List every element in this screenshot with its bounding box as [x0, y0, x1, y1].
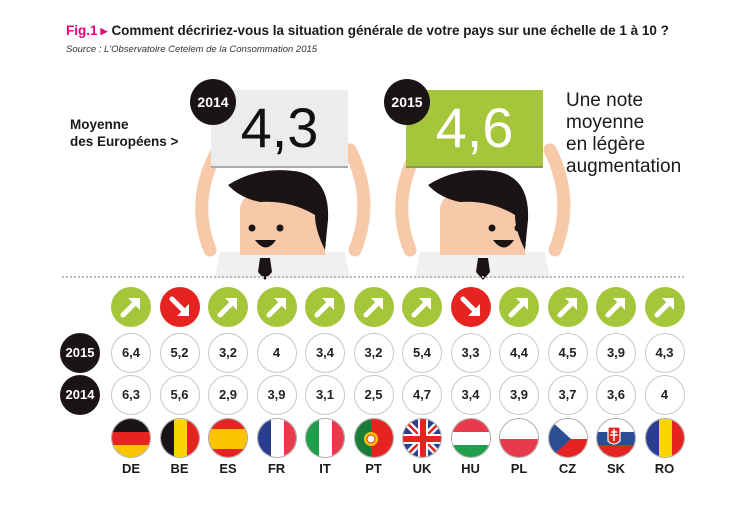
- value-2014-cz: 3,7: [547, 375, 588, 415]
- trend-up-arrow-icon: [402, 287, 442, 327]
- value-2015-pt: 3,2: [353, 333, 394, 373]
- value-2015-es: 3,2: [208, 333, 248, 373]
- value-2014-be: 5,6: [159, 375, 200, 415]
- flag-sk-icon: [596, 418, 636, 458]
- value-2014-de: 6,3: [111, 375, 151, 415]
- value-2015-it: 3,4: [305, 333, 345, 373]
- value-2015-sk: 3,9: [596, 333, 636, 373]
- trend-up-arrow-icon: [111, 287, 151, 327]
- flag-cz-icon: [547, 418, 588, 458]
- trend-down-arrow-icon: [450, 287, 491, 327]
- trend-up-arrow-icon: [353, 287, 394, 327]
- country-code-cz: CZ: [558, 461, 577, 476]
- average-label: Moyenne des Européens >: [70, 116, 178, 150]
- value-2014-fr: 3,9: [256, 375, 297, 415]
- trend-down-arrow-icon: [159, 287, 200, 327]
- dotted-divider: [62, 276, 684, 278]
- country-code-es: ES: [219, 461, 237, 476]
- figure-title: Fig.1 ▶ Comment décririez-vous la situatio…: [66, 23, 669, 38]
- trend-up-arrow-icon: [644, 287, 685, 327]
- value-2015-hu: 3,3: [450, 333, 491, 373]
- character-illustration-2014: [195, 143, 371, 280]
- value-2015-de: 6,4: [111, 333, 151, 373]
- trend-note: Une note moyenne en légère augmentation: [566, 90, 681, 178]
- value-2014-pt: 2,5: [353, 375, 394, 415]
- flag-de-icon: [111, 418, 151, 458]
- average-label-line1: Moyenne: [70, 117, 129, 132]
- flag-be-icon: [159, 418, 200, 458]
- triangle-icon: ▶: [100, 26, 108, 36]
- value-2014-hu: 3,4: [450, 375, 491, 415]
- country-code-uk: UK: [412, 461, 432, 476]
- value-2014-ro: 4: [644, 375, 685, 415]
- note-line: augmentation: [566, 156, 682, 177]
- value-2015-ro: 4,3: [644, 333, 685, 373]
- flag-ro-icon: [644, 418, 685, 458]
- value-2014-pl: 3,9: [499, 375, 539, 415]
- country-code-de: DE: [121, 461, 141, 476]
- row-label-2015: 2015: [60, 333, 100, 373]
- value-2014-sk: 3,6: [596, 375, 636, 415]
- value-2015-cz: 4,5: [547, 333, 588, 373]
- value-2014-it: 3,1: [305, 375, 345, 415]
- country-code-sk: SK: [606, 461, 626, 476]
- value-2015-uk: 5,4: [402, 333, 442, 373]
- trend-up-arrow-icon: [547, 287, 588, 327]
- trend-up-arrow-icon: [256, 287, 297, 327]
- value-2014-es: 2,9: [208, 375, 248, 415]
- note-line: Une note: [566, 90, 644, 111]
- country-code-hu: HU: [461, 461, 480, 476]
- flag-es-icon: [208, 418, 248, 458]
- flag-pl-icon: [499, 418, 539, 458]
- trend-up-arrow-icon: [208, 287, 248, 327]
- country-code-be: BE: [170, 461, 189, 476]
- flag-pt-icon: [353, 418, 394, 458]
- value-2015-be: 5,2: [159, 333, 200, 373]
- value-2015-fr: 4: [256, 333, 297, 373]
- flag-uk-icon: [402, 418, 442, 458]
- note-line: moyenne: [566, 112, 645, 133]
- trend-up-arrow-icon: [596, 287, 636, 327]
- value-2014-uk: 4,7: [402, 375, 442, 415]
- year-badge-2015: 2015: [384, 79, 430, 125]
- flag-fr-icon: [256, 418, 297, 458]
- source-text: Source : L'Observatoire Cetelem de la Co…: [66, 44, 318, 55]
- fig-label: Fig.1: [66, 23, 98, 38]
- country-code-pt: PT: [365, 461, 382, 476]
- value-2015-pl: 4,4: [499, 333, 539, 373]
- trend-up-arrow-icon: [305, 287, 345, 327]
- flag-hu-icon: [450, 418, 491, 458]
- country-code-pl: PL: [510, 461, 528, 476]
- question-text: Comment décririez-vous la situation géné…: [111, 23, 669, 38]
- year-badge-2014: 2014: [190, 79, 236, 125]
- average-label-line2: des Européens >: [70, 134, 179, 149]
- country-code-ro: RO: [654, 461, 675, 476]
- trend-up-arrow-icon: [499, 287, 539, 327]
- row-label-2014: 2014: [60, 375, 100, 415]
- flag-it-icon: [305, 418, 345, 458]
- country-code-fr: FR: [267, 461, 286, 476]
- note-line: en légère: [566, 134, 646, 155]
- country-code-it: IT: [319, 461, 331, 476]
